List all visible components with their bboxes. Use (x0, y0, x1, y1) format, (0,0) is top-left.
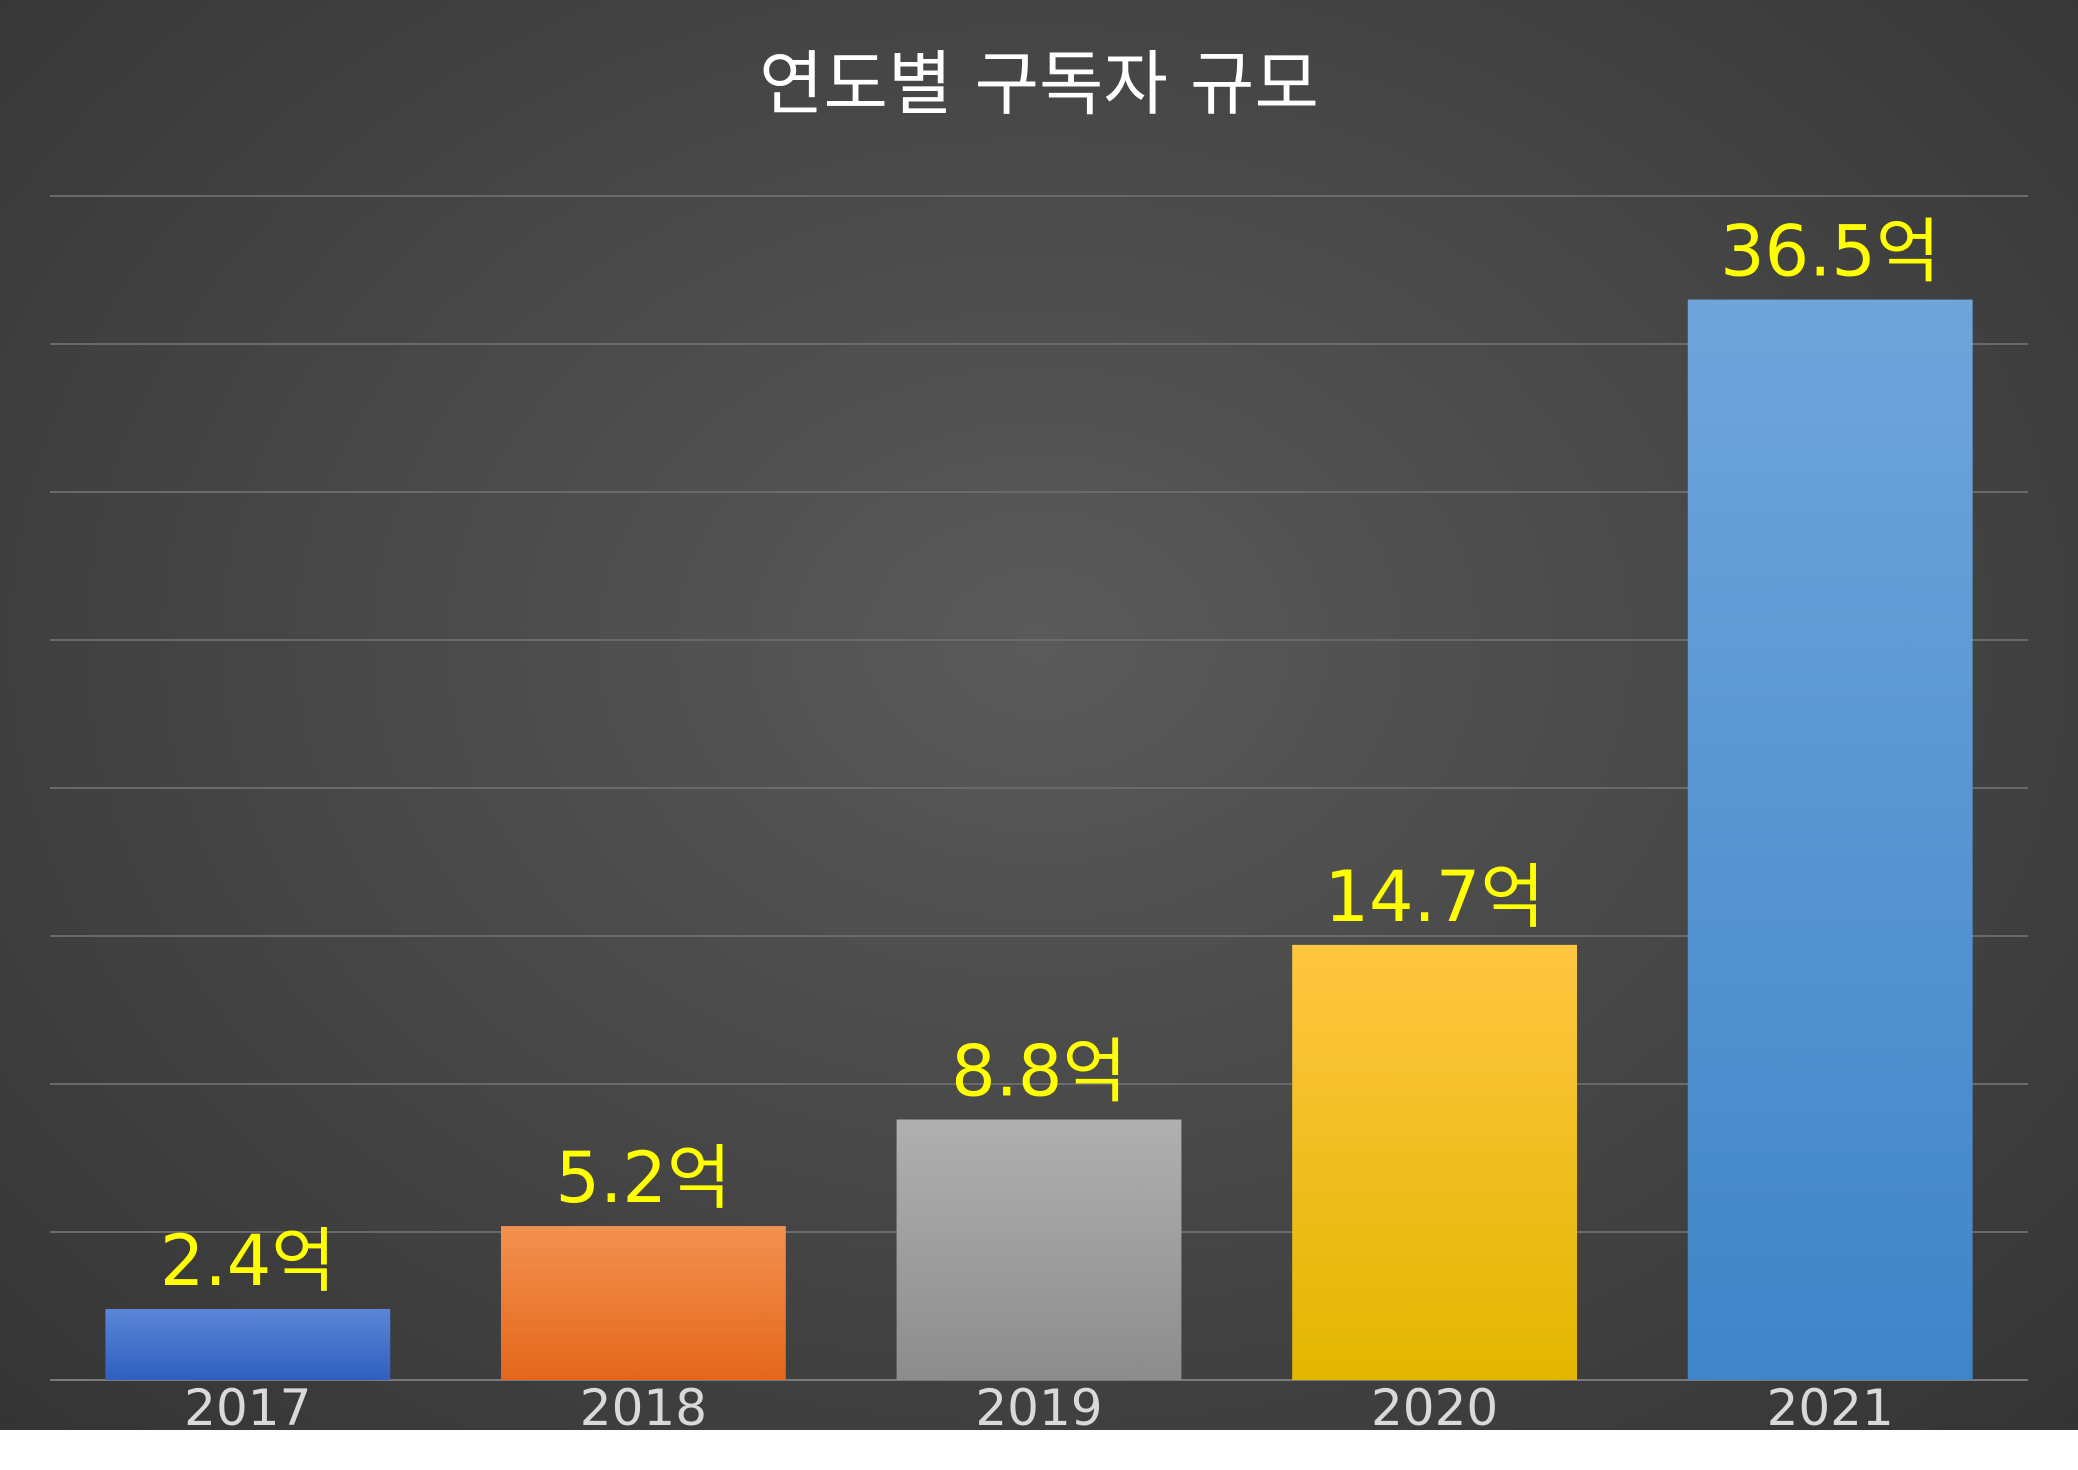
x-tick-2017: 2017 (184, 1379, 311, 1430)
bar-2018 (500, 1226, 786, 1380)
data-label-2018: 5.2억 (556, 1137, 732, 1219)
x-axis-ticks: 2017 2018 2019 2020 2021 (184, 1379, 1894, 1430)
x-tick-2020: 2020 (1371, 1379, 1498, 1430)
bar-2021 (1687, 299, 1973, 1381)
data-label-2019: 8.8억 (951, 1031, 1127, 1113)
x-tick-2018: 2018 (580, 1379, 707, 1430)
chart-title: 연도별 구독자 규모 (759, 43, 1319, 125)
data-label-2017: 2.4억 (160, 1220, 336, 1302)
x-tick-2019: 2019 (975, 1379, 1102, 1430)
data-label-2020: 14.7억 (1324, 856, 1544, 938)
data-labels: 2.4억 5.2억 8.8억 14.7억 36.5억 (160, 211, 1940, 1302)
bar-2020 (1292, 944, 1578, 1380)
data-label-2021: 36.5억 (1720, 211, 1940, 293)
x-tick-2021: 2021 (1767, 1379, 1894, 1430)
bar-2017 (105, 1308, 391, 1380)
bar-2019 (896, 1119, 1182, 1380)
chart-area: 연도별 구독자 규모 2.4억 5.2억 8.8억 14.7억 36.5억 2017 20… (0, 0, 2078, 1430)
bars (105, 299, 1973, 1381)
